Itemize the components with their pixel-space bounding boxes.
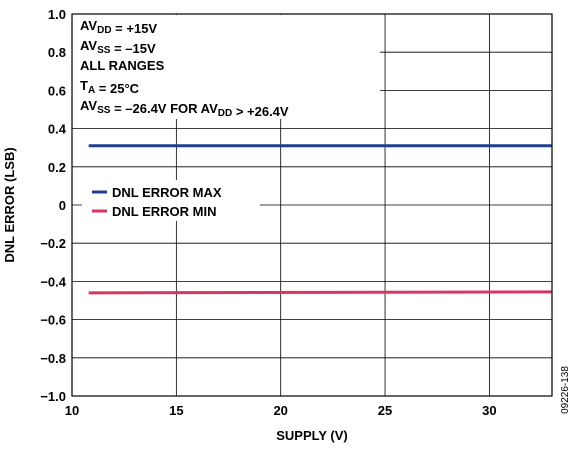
annotation-line: ALL RANGES <box>80 58 165 73</box>
plot-frame <box>71 13 553 397</box>
x-tick-label: 25 <box>378 403 392 418</box>
y-tick-label: 0 <box>59 198 66 213</box>
y-tick-label: 0.6 <box>48 83 66 98</box>
x-tick-label: 15 <box>169 403 183 418</box>
y-tick-label: −0.4 <box>40 274 66 289</box>
x-axis-ticks: 10 15 20 25 30 <box>65 403 497 418</box>
annotation-line: TA = 25°C <box>80 78 140 96</box>
y-axis-label: DNL ERROR (LSB) <box>2 147 17 262</box>
legend-label-dnl-error-min: DNL ERROR MIN <box>112 204 216 219</box>
annotation-background <box>72 15 380 119</box>
y-tick-label: 0.2 <box>48 160 66 175</box>
y-tick-label: −0.6 <box>40 313 66 328</box>
y-tick-label: 0.8 <box>48 45 66 60</box>
annotation-block: AVDD = +15V AVSS = –15V ALL RANGES TA = 25°… <box>72 15 380 119</box>
annotation-line: AVDD = +15V <box>80 18 157 36</box>
y-tick-label: −1.0 <box>40 389 66 404</box>
y-tick-label: 0.4 <box>48 122 67 137</box>
series-lines <box>88 144 553 295</box>
x-tick-label: 20 <box>273 403 287 418</box>
annotation-line: AVSS = –15V <box>80 38 156 56</box>
series-line-dnl-error-min <box>88 290 553 295</box>
x-tick-label: 30 <box>482 403 496 418</box>
y-tick-label: −0.8 <box>40 351 66 366</box>
annotation-line: AVSS = –26.4V FOR AVDD > +26.4V <box>80 98 289 119</box>
y-tick-label: −0.2 <box>40 236 66 251</box>
legend: DNL ERROR MAX DNL ERROR MIN <box>82 180 260 221</box>
x-axis-label: SUPPLY (V) <box>276 428 348 443</box>
y-tick-label: 1.0 <box>48 7 66 22</box>
legend-label-dnl-error-max: DNL ERROR MAX <box>112 185 222 200</box>
y-axis-ticks: 1.0 0.8 0.6 0.4 0.2 0 −0.2 −0.4 −0.6 −0.8 −1.0 <box>40 7 66 404</box>
figure-id-label: 09226-138 <box>560 366 571 414</box>
legend-background <box>82 180 260 221</box>
x-tick-label: 10 <box>65 403 79 418</box>
